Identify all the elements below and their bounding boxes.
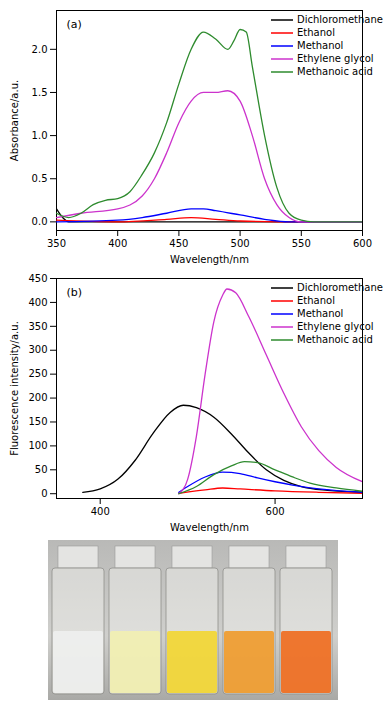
svg-text:400: 400 [91,506,110,517]
svg-text:500: 500 [231,238,250,249]
svg-text:Absorbance/a.u.: Absorbance/a.u. [9,80,20,161]
svg-text:450: 450 [28,273,47,284]
svg-text:150: 150 [28,416,47,427]
svg-text:350: 350 [47,238,66,249]
svg-text:250: 250 [28,368,47,379]
svg-text:0.0: 0.0 [32,216,48,227]
svg-text:2.0: 2.0 [32,44,48,55]
svg-text:1.5: 1.5 [32,87,48,98]
svg-text:Wavelength/nm: Wavelength/nm [170,254,249,265]
html-text:Ethylene glycol: Ethylene glycol [297,53,374,64]
html-text:Methanol: Methanol [297,308,344,319]
svg-text:0: 0 [41,488,47,499]
html-text:Dichloromethane: Dichloromethane [297,14,383,25]
html-text:Ethanol: Ethanol [297,295,335,306]
html-text:Ethanol: Ethanol [297,27,335,38]
svg-text:1.0: 1.0 [32,130,48,141]
svg-text:400: 400 [28,297,47,308]
svg-text:450: 450 [169,238,188,249]
svg-text:(a): (a) [67,18,82,31]
svg-text:400: 400 [108,238,127,249]
html-text:Ethylene glycol: Ethylene glycol [297,321,374,332]
svg-text:0.5: 0.5 [32,173,48,184]
html-text:Methanoic acid: Methanoic acid [297,66,373,77]
html-text:Methanoic acid: Methanoic acid [297,334,373,345]
svg-text:(b): (b) [67,286,83,299]
svg-text:100: 100 [28,440,47,451]
svg-text:550: 550 [292,238,311,249]
svg-text:600: 600 [353,238,372,249]
svg-text:200: 200 [28,392,47,403]
svg-text:Fluorescence intensity/a.u.: Fluorescence intensity/a.u. [9,321,20,456]
svg-text:Wavelength/nm: Wavelength/nm [170,522,249,533]
svg-text:350: 350 [28,321,47,332]
svg-text:600: 600 [266,506,285,517]
svg-text:300: 300 [28,344,47,355]
svg-text:50: 50 [35,464,48,475]
html-text:Methanol: Methanol [297,40,344,51]
html-text:Dichloromethane: Dichloromethane [297,282,383,293]
